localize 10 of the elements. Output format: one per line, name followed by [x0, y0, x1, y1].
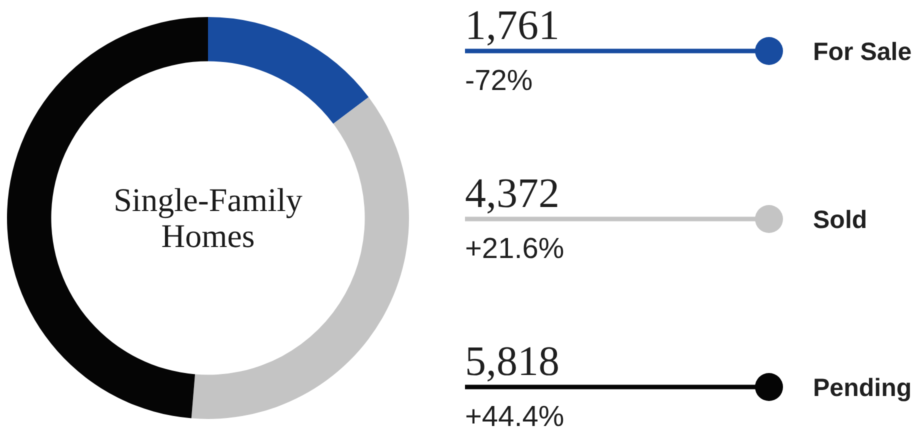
text: -72%	[465, 65, 533, 97]
text: +21.6%	[465, 233, 564, 265]
legend-label: Pending	[813, 374, 912, 402]
text: +44.4%	[465, 401, 564, 433]
legend-label: Sold	[813, 206, 868, 234]
text: Single-Family Homes	[114, 183, 303, 255]
legend-label: For Sale	[813, 38, 912, 66]
data-label: 4,372	[465, 171, 560, 217]
data-label: 5,818	[465, 339, 560, 385]
data-label: 1,761	[465, 3, 560, 49]
